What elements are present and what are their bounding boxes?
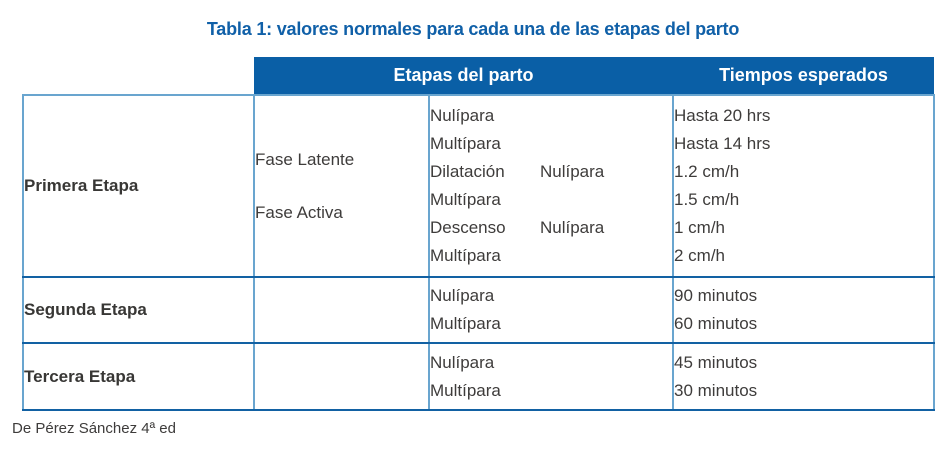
detalle-part-text: Nulípara <box>540 218 605 237</box>
header-tiempos-esperados: Tiempos esperados <box>673 57 934 95</box>
tiempo-line: 30 minutos <box>674 380 758 400</box>
detalle-part-text: Nulípara <box>540 162 605 181</box>
detalle-line: Nulípara <box>430 102 672 130</box>
tiempo-line: 90 minutos <box>674 286 758 305</box>
tiempo-line: 1.2 cm/h <box>674 162 740 181</box>
cell-fases-empty <box>253 276 430 344</box>
tiempo-line: 1.5 cm/h <box>674 190 740 209</box>
detalle-line: Nulípara <box>430 286 495 305</box>
fase-latente-label: Fase Latente <box>255 149 355 169</box>
detalle-line: Multípara <box>430 242 672 270</box>
cell-detalle-primera: Nulípara Multípara Dilatación Nulípara Mu… <box>428 94 674 278</box>
table-row-segunda-etapa: Segunda Etapa Nulípara Multípara 90 minu… <box>22 276 935 344</box>
cell-tiempos-segunda: 90 minutos 60 minutos <box>672 276 935 344</box>
detalle-line: Dilatación Nulípara <box>430 158 672 186</box>
detalle-part-text: Nulípara <box>430 106 495 125</box>
detalle-part-text: Multípara <box>430 246 501 265</box>
tiempo-line: 1 cm/h <box>674 218 726 237</box>
source-footnote: De Pérez Sánchez 4ª ed <box>12 420 176 437</box>
detalle-part-label: Dilatación <box>430 162 505 181</box>
detalle-part-label: Descenso <box>430 218 506 237</box>
detalle-line: Multípara <box>430 314 501 333</box>
table-row-primera-etapa: Primera Etapa Fase Latente Fase Activa N… <box>22 94 935 278</box>
detalle-line: Multípara <box>430 130 672 158</box>
cell-detalle-segunda: Nulípara Multípara <box>428 276 674 344</box>
cell-tiempos-primera: Hasta 20 hrs Hasta 14 hrs 1.2 cm/h 1.5 c… <box>672 94 935 278</box>
tiempo-line: 45 minutos <box>674 352 758 372</box>
tiempo-line: Hasta 20 hrs <box>674 106 771 125</box>
tiempo-line: 2 cm/h <box>674 246 726 265</box>
cell-etapa-tercera: Tercera Etapa <box>22 342 255 411</box>
table-title: Tabla 1: valores normales para cada una … <box>206 19 740 39</box>
fase-activa-label: Fase Activa <box>255 202 343 222</box>
detalle-line: Multípara <box>430 186 672 214</box>
table-row-tercera-etapa: Tercera Etapa Nulípara Multípara 45 minu… <box>22 342 935 411</box>
detalle-part-text: Multípara <box>430 134 501 153</box>
labor-stages-table: Etapas del parto Tiempos esperados Prime… <box>22 57 935 411</box>
table-header-row: Etapas del parto Tiempos esperados <box>23 57 934 95</box>
cell-detalle-tercera: Nulípara Multípara <box>428 342 674 411</box>
cell-tiempos-tercera: 45 minutos 30 minutos <box>672 342 935 411</box>
cell-etapa-primera: Primera Etapa <box>22 94 255 278</box>
tiempo-line: 60 minutos <box>674 314 758 333</box>
cell-etapa-segunda: Segunda Etapa <box>22 276 255 344</box>
header-empty-cell <box>23 57 254 95</box>
cell-fases-empty <box>253 342 430 411</box>
header-etapas-del-parto: Etapas del parto <box>254 57 673 95</box>
detalle-line: Nulípara <box>430 352 495 372</box>
tiempo-line: Hasta 14 hrs <box>674 134 771 153</box>
detalle-line: Multípara <box>430 380 501 400</box>
detalle-line: Descenso Nulípara <box>430 214 672 242</box>
cell-fases: Fase Latente Fase Activa <box>253 94 430 278</box>
detalle-part-text: Multípara <box>430 190 501 209</box>
